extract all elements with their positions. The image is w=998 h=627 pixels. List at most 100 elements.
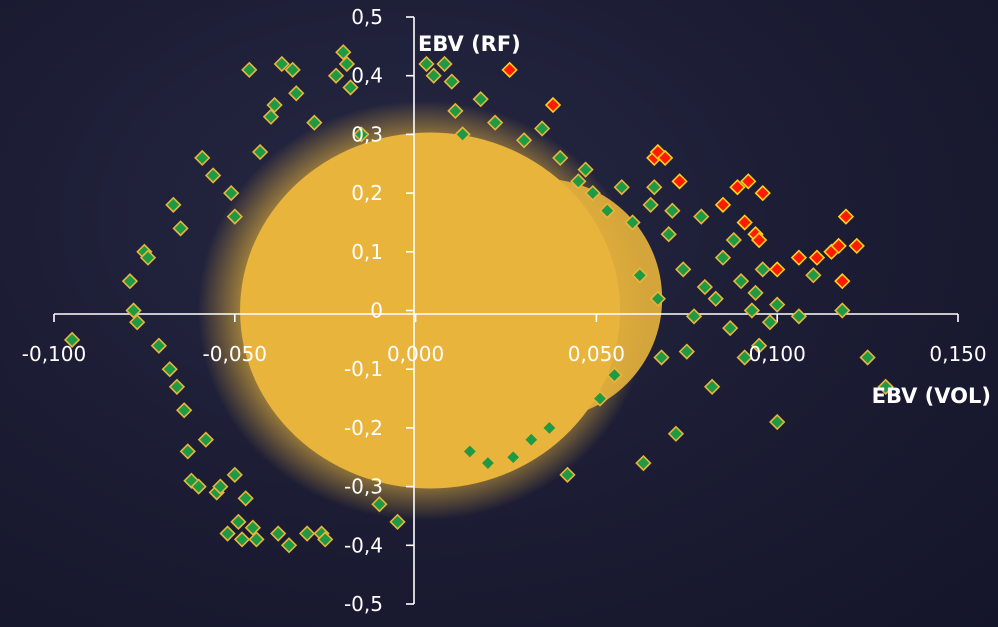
scatter-point-green (454, 126, 471, 143)
scatter-point-green (743, 302, 761, 319)
scatter-point-green (631, 267, 648, 284)
scatter-point-green (736, 349, 753, 366)
scatter-point-green (675, 261, 692, 278)
y-tick-label: -0,4 (344, 533, 383, 557)
scatter-point-green (139, 249, 157, 266)
scatter-point-green (219, 525, 236, 542)
scatter-point-red (501, 61, 518, 78)
x-tick-label: -0,050 (203, 342, 267, 366)
scatter-point-green (613, 179, 630, 196)
scatter-point-green (559, 466, 576, 483)
scatter-point-green (179, 443, 196, 460)
scatter-point-green (172, 220, 189, 237)
scatter-point-green (353, 126, 370, 143)
scatter-point-green (150, 337, 167, 354)
scatter-point-green (251, 143, 269, 161)
scatter-point-green (570, 173, 587, 190)
scatter-point-green (129, 314, 146, 331)
scatter-point-green (226, 466, 243, 483)
scatter-point-green (714, 249, 732, 266)
scatter-point-green (606, 366, 623, 384)
scatter-point-green (834, 302, 851, 319)
scatter-point-green (327, 67, 345, 84)
scatter-point-red (656, 149, 674, 167)
x-tick-label: 0,100 (749, 342, 806, 366)
scatter-point-red (790, 249, 808, 266)
scatter-point-green (237, 490, 254, 507)
scatter-point-green (859, 349, 876, 366)
scatter-point-green (577, 161, 594, 178)
scatter-point-green (226, 208, 243, 225)
scatter-point-red (808, 249, 826, 266)
scatter-point-green (284, 61, 301, 78)
scatter-point-green (197, 431, 215, 448)
scatter-point-green (552, 149, 569, 167)
scatter-point-red (750, 231, 768, 249)
y-tick-label: -0,3 (344, 475, 383, 499)
scatter-point-green (487, 114, 504, 131)
scatter-point-green (649, 290, 667, 307)
scatter-point-green (288, 85, 305, 102)
x-tick-label: 0,050 (568, 342, 625, 366)
scatter-point-red (740, 173, 757, 190)
scatter-point-green (635, 454, 652, 472)
scatter-point-green (599, 202, 616, 219)
scatter-point-green (121, 273, 139, 290)
y-tick-label: 0,5 (351, 5, 383, 29)
scatter-point-green (233, 531, 251, 548)
scatter-point-green (342, 79, 359, 96)
x-axis-title: EBV (VOL) (872, 384, 991, 408)
scatter-point-green (306, 114, 323, 131)
scatter-point-green (168, 378, 186, 395)
scatter-point-green (298, 525, 316, 542)
cloud-lobe (422, 178, 663, 419)
scatter-point-green (754, 261, 771, 278)
scatter-point-green (805, 267, 822, 284)
scatter-point-green (541, 419, 558, 437)
scatter-point-green (515, 132, 533, 149)
scatter-point-green (125, 302, 142, 319)
scatter-point-green (591, 390, 609, 407)
scatter-point-green (447, 102, 464, 120)
scatter-point-green (703, 378, 721, 395)
y-tick-label: 0 (370, 299, 383, 323)
scatter-point-red (769, 261, 786, 278)
scatter-point-red (671, 173, 688, 190)
y-tick-label: -0,5 (344, 592, 383, 616)
scatter-point-green (761, 314, 779, 331)
scatter-point-red (830, 237, 847, 255)
scatter-point-green (204, 167, 222, 184)
scatter-point-green (371, 496, 388, 513)
scatter-point-green (389, 513, 406, 530)
scatter-point-green (241, 61, 258, 78)
scatter-point-red (736, 214, 753, 231)
scatter-point-green (436, 55, 453, 73)
scatter-point-green (248, 531, 265, 548)
scatter-point-green (418, 55, 435, 73)
x-tick-label: 0,150 (929, 342, 986, 366)
scatter-point-red (729, 179, 746, 196)
scatter-point-green (678, 343, 695, 360)
scatter-point-green (877, 378, 894, 395)
scatter-point-green (335, 44, 352, 61)
scatter-point-green (769, 296, 786, 313)
scatter-point-green (722, 319, 739, 337)
y-axis-title: EBV (RF) (418, 32, 521, 56)
scatter-point-green (338, 55, 356, 73)
scatter-point-green (230, 513, 247, 530)
y-tick-label: 0,3 (351, 122, 383, 146)
scatter-point-green (660, 226, 677, 243)
scatter-point-green (443, 73, 460, 90)
scatter-point-green (646, 179, 663, 196)
scatter-point-green (176, 402, 193, 419)
scatter-point-green (505, 449, 522, 466)
scatter-point-green (732, 273, 750, 290)
scatter-point-red (837, 208, 855, 225)
scatter-point-green (270, 525, 287, 542)
scatter-point-green (534, 120, 551, 137)
x-tick-label: 0,000 (387, 342, 444, 366)
scatter-point-green (790, 308, 808, 325)
y-tick-label: 0,2 (351, 181, 383, 205)
scatter-point-green (725, 231, 742, 249)
scatter-point-green (747, 284, 764, 302)
